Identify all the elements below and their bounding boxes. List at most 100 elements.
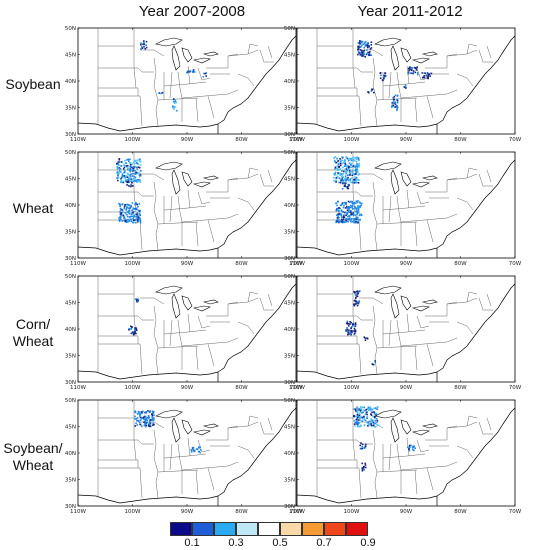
crop-cell (341, 221, 344, 224)
crop-cell (344, 185, 346, 188)
crop-cell (348, 168, 351, 171)
state-border (478, 173, 493, 187)
state-border (157, 345, 199, 349)
crop-cell (339, 174, 342, 176)
crop-cell (357, 158, 360, 161)
crop-cell (333, 179, 335, 182)
crop-cell (356, 425, 359, 428)
crop-cell (362, 411, 364, 414)
crop-cell (336, 165, 339, 168)
crop-cell (174, 101, 177, 103)
crop-cell (134, 327, 136, 329)
crop-cell (367, 45, 369, 47)
lon-tick-label: 70W (290, 385, 303, 391)
crop-cell (358, 413, 361, 415)
lon-tick-label: 90W (181, 137, 194, 143)
lon-tick-label: 110W (70, 137, 86, 143)
crop-cell (343, 214, 345, 216)
crop-cell (116, 177, 119, 179)
crop-cell (134, 162, 136, 165)
crop-cell (136, 216, 139, 219)
state-border (414, 97, 418, 123)
crop-cell (357, 47, 359, 49)
crop-cell (149, 423, 151, 426)
great-lake (374, 37, 402, 47)
crop-cell (199, 451, 201, 454)
crop-cell (340, 210, 343, 212)
crop-cell (371, 424, 373, 427)
crop-cell (137, 209, 140, 212)
crop-cell (357, 42, 360, 44)
map-panel-0-0: 50N 45N 40N 35N 30N 110W 100W 90W 80W 70W (65, 26, 303, 144)
crop-cell (136, 169, 139, 171)
state-border (356, 315, 373, 321)
crop-cell (359, 49, 362, 51)
crop-cell (126, 184, 128, 186)
crop-cell (137, 420, 140, 423)
crop-cell (143, 416, 145, 418)
crop-cell (345, 205, 348, 208)
crop-cell (355, 415, 357, 418)
crop-cell (127, 204, 130, 207)
state-border (317, 335, 358, 344)
crop-cell (367, 91, 369, 93)
crop-cell (354, 322, 357, 324)
state-border (486, 169, 492, 183)
crop-cell (130, 332, 133, 335)
state-border (169, 71, 173, 99)
crop-cell (128, 185, 130, 187)
crop-cell (149, 410, 152, 412)
crop-cell (356, 416, 359, 419)
crop-cell (360, 442, 362, 444)
crop-cell (345, 156, 348, 158)
state-border (356, 67, 373, 73)
crop-cell (144, 421, 147, 423)
crop-cell (354, 214, 357, 216)
crop-cell (145, 411, 147, 413)
crop-cell (364, 44, 367, 47)
crop-cell (350, 219, 353, 221)
state-border (376, 221, 418, 225)
crop-cell (428, 73, 431, 76)
crop-cell (354, 421, 357, 424)
crop-cell (356, 295, 358, 297)
crop-cell (134, 328, 136, 331)
state-border (163, 205, 207, 211)
crop-cell (344, 211, 346, 214)
state-border (456, 321, 474, 335)
crop-cell (352, 208, 354, 210)
crop-cell (354, 210, 357, 213)
crop-cell (129, 165, 132, 168)
crop-cell (351, 177, 354, 179)
crop-cell (128, 220, 131, 222)
crop-cell (342, 217, 345, 219)
crop-cell (334, 173, 337, 176)
crop-cell (125, 213, 128, 216)
crop-cell (353, 327, 356, 330)
crop-cell (347, 178, 350, 181)
crop-cell (119, 170, 121, 173)
state-border (400, 213, 458, 223)
crop-cell (358, 414, 361, 417)
crop-cell (124, 171, 126, 174)
crop-cell (139, 173, 142, 176)
crop-cell (133, 178, 136, 181)
crop-cell (129, 164, 132, 166)
crop-cell (338, 210, 340, 213)
crop-cell (353, 219, 355, 221)
state-border (466, 167, 478, 179)
crop-cell (337, 172, 339, 174)
crop-cell (120, 212, 122, 214)
state-border (187, 65, 191, 85)
crop-cell (357, 291, 359, 294)
state-border (466, 291, 478, 303)
crop-cell (146, 419, 149, 422)
crop-fraction-patch (134, 298, 140, 303)
coastline (296, 494, 438, 504)
crop-cell (130, 178, 132, 180)
crop-cell (374, 419, 377, 422)
crop-cell (342, 162, 344, 164)
crop-cell (141, 46, 143, 48)
crop-cell (356, 170, 359, 172)
